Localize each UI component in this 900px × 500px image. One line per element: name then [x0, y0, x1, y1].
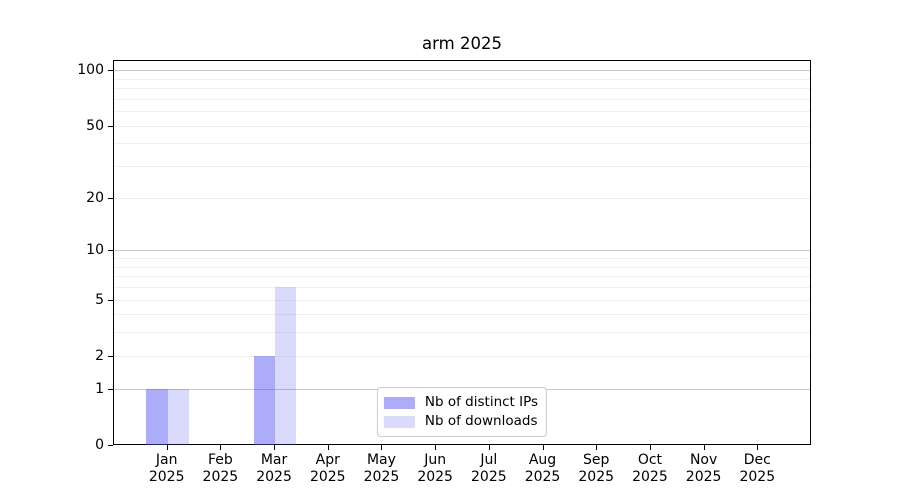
bar-distinct-ips-mar: [253, 355, 276, 445]
gridline-major-10: [114, 250, 810, 252]
x-tick-mar: [274, 445, 276, 450]
gridline-minor-9: [114, 258, 810, 260]
y-tick-50: [108, 125, 113, 127]
gridline-minor-2: [114, 355, 810, 357]
x-tick-feb: [220, 445, 222, 450]
x-tick-may: [381, 445, 383, 450]
y-tick-10: [108, 250, 113, 252]
gridline-major-100: [114, 70, 810, 72]
bar-downloads-mar: [275, 286, 297, 445]
legend-swatch-distinct-ips: [383, 396, 415, 409]
chart-title: arm 2025: [422, 34, 502, 53]
legend-label-downloads: Nb of downloads: [424, 413, 538, 429]
y-tick-label-5: 5: [95, 291, 104, 308]
gridline-minor-6: [114, 286, 810, 288]
gridline-minor-90: [114, 78, 810, 80]
gridline-minor-40: [114, 143, 810, 145]
x-tick-aug: [542, 445, 544, 450]
y-tick-100: [108, 70, 113, 72]
gridline-minor-20: [114, 197, 810, 199]
gridline-minor-3: [114, 332, 810, 334]
x-tick-label-nov: Nov 2025: [685, 452, 722, 485]
y-tick-label-0: 0: [95, 437, 104, 453]
x-tick-jun: [435, 445, 437, 450]
gridline-minor-7: [114, 276, 810, 278]
legend-label-distinct-ips: Nb of distinct IPs: [424, 394, 539, 410]
gridline-minor-4: [114, 314, 810, 316]
legend-item-downloads: Nb of downloads: [383, 412, 538, 431]
gridline-minor-50: [114, 125, 810, 127]
y-tick-label-20: 20: [86, 189, 104, 206]
gridline-minor-80: [114, 88, 810, 90]
x-tick-apr: [327, 445, 329, 450]
bar-distinct-ips-jan: [146, 388, 168, 445]
gridline-minor-70: [114, 98, 810, 100]
legend-item-distinct-ips: Nb of distinct IPs: [383, 393, 539, 412]
y-tick-label-1: 1: [95, 380, 104, 397]
x-tick-oct: [649, 445, 651, 450]
x-tick-label-jan: Jan 2025: [148, 452, 185, 485]
x-tick-label-feb: Feb 2025: [202, 452, 239, 485]
y-tick-label-50: 50: [86, 117, 104, 134]
gridline-minor-8: [114, 266, 810, 268]
y-tick-2: [108, 355, 113, 357]
x-tick-label-jul: Jul 2025: [471, 452, 507, 485]
y-tick-20: [108, 197, 113, 199]
x-tick-label-aug: Aug 2025: [524, 452, 561, 485]
x-tick-label-mar: Mar 2025: [256, 452, 292, 485]
x-tick-label-may: May 2025: [363, 452, 400, 485]
x-tick-label-sep: Sep 2025: [578, 452, 615, 485]
x-tick-dec: [757, 445, 759, 450]
plot-area: Nb of distinct IPs Nb of downloads: [113, 60, 811, 445]
y-tick-1: [108, 388, 113, 390]
x-tick-jan: [166, 445, 168, 450]
y-tick-label-2: 2: [95, 347, 104, 364]
y-tick-label-10: 10: [86, 242, 104, 259]
gridline-minor-60: [114, 111, 810, 113]
gridline-minor-30: [114, 166, 810, 168]
y-tick-label-100: 100: [77, 62, 104, 79]
x-tick-jul: [488, 445, 490, 450]
x-tick-label-apr: Apr 2025: [309, 452, 346, 485]
x-tick-nov: [703, 445, 705, 450]
y-tick-0: [108, 445, 113, 446]
gridline-minor-5: [114, 299, 810, 301]
legend-swatch-downloads: [383, 415, 415, 428]
x-tick-sep: [596, 445, 598, 450]
x-tick-label-dec: Dec 2025: [739, 452, 776, 485]
x-tick-label-oct: Oct 2025: [632, 452, 668, 485]
legend: Nb of distinct IPs Nb of downloads: [376, 387, 548, 437]
y-tick-5: [108, 299, 113, 301]
bar-downloads-jan: [167, 388, 190, 445]
x-tick-label-jun: Jun 2025: [417, 452, 453, 485]
